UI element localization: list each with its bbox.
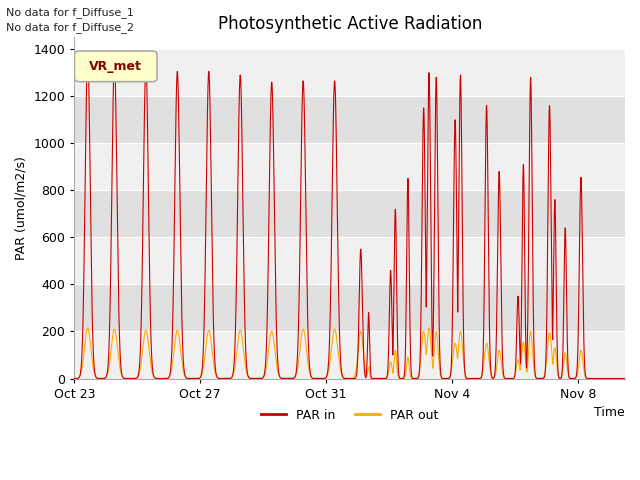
Text: VR_met: VR_met [90,60,142,73]
Bar [74,143,625,190]
Text: No data for f_Diffuse_2: No data for f_Diffuse_2 [6,22,134,33]
Bar [74,332,625,379]
Legend: PAR in, PAR out: PAR in, PAR out [257,404,443,427]
FancyBboxPatch shape [74,51,157,82]
Bar [74,96,625,143]
Y-axis label: PAR (umol/m2/s): PAR (umol/m2/s) [15,156,28,260]
Title: Photosynthetic Active Radiation: Photosynthetic Active Radiation [218,15,482,33]
Bar [74,284,625,332]
X-axis label: Time: Time [595,406,625,419]
Bar [74,49,625,96]
Text: No data for f_Diffuse_1: No data for f_Diffuse_1 [6,7,134,18]
Bar [74,237,625,284]
Bar [74,190,625,237]
